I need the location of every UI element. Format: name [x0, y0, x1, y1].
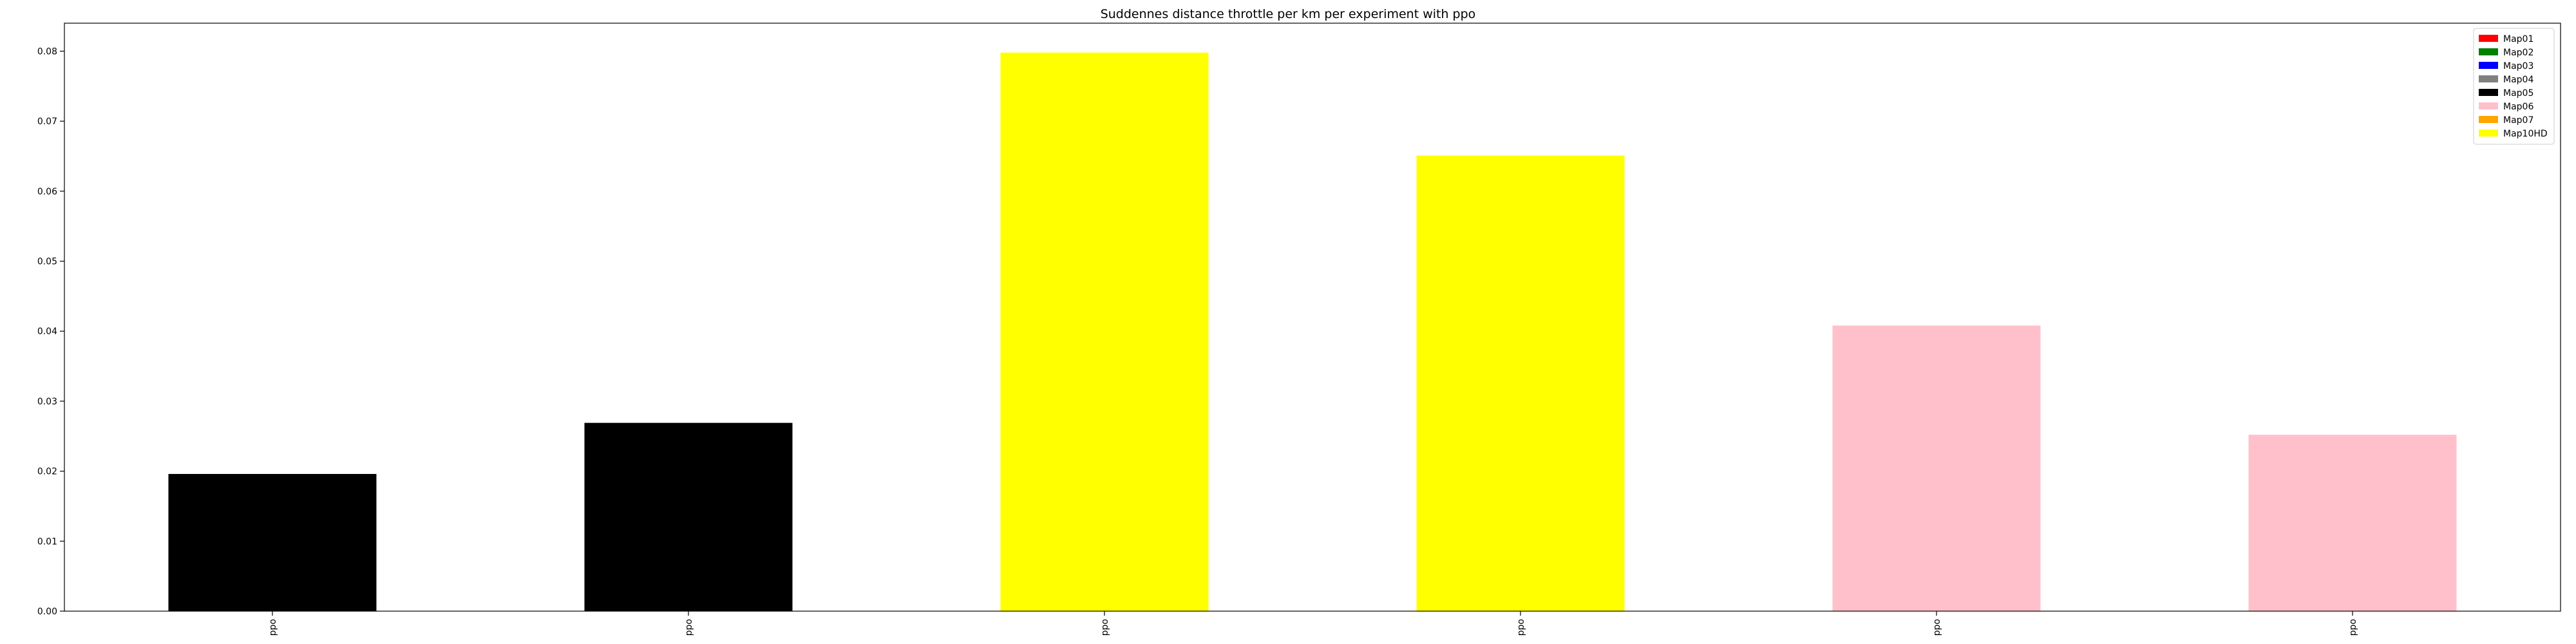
legend-label: Map06: [2503, 102, 2533, 112]
y-tick-label: 0.06: [37, 187, 57, 197]
legend-swatch: [2479, 48, 2498, 55]
plot-area: 0.00 0.01 0.02 0.03 0.04 0.05 0.06 0.07 0.08 ppo p…: [37, 23, 2561, 636]
bar-5: [1832, 325, 2041, 611]
legend-label: Map03: [2503, 61, 2533, 71]
legend-label: Map10HD: [2503, 129, 2548, 139]
chart-title: Suddennes distance throttle per km per e…: [1101, 7, 1476, 21]
legend-swatch: [2479, 102, 2498, 109]
y-tick-label: 0.05: [37, 257, 57, 267]
y-tick-label: 0.04: [37, 327, 57, 337]
x-tick-label: ppo: [2348, 619, 2358, 636]
x-tick-label: ppo: [1932, 619, 1942, 636]
axes-frame: [64, 23, 2561, 612]
legend-swatch: [2479, 35, 2498, 42]
x-tick-label: ppo: [1100, 619, 1110, 636]
legend-label: Map01: [2503, 34, 2533, 44]
y-tick-label: 0.00: [37, 607, 57, 617]
legend-label: Map02: [2503, 48, 2533, 58]
bar-3: [1000, 52, 1209, 611]
y-tick-label: 0.01: [37, 536, 57, 547]
legend-swatch: [2479, 89, 2498, 96]
x-tick-label: ppo: [1516, 619, 1526, 636]
legend-swatch: [2479, 116, 2498, 123]
x-tick-label: ppo: [268, 619, 278, 636]
legend-swatch: [2479, 129, 2498, 137]
y-tick-label: 0.03: [37, 397, 57, 407]
bar-2: [584, 422, 793, 611]
legend-label: Map07: [2503, 115, 2533, 126]
legend-swatch: [2479, 75, 2498, 82]
y-tick-label: 0.07: [37, 117, 57, 127]
y-tick-label: 0.08: [37, 46, 57, 57]
x-tick-label: ppo: [684, 619, 694, 636]
bar-4: [1416, 155, 1625, 612]
legend-label: Map05: [2503, 88, 2533, 99]
legend-box: [2473, 28, 2555, 145]
legend-swatch: [2479, 62, 2498, 69]
bar-1: [168, 473, 377, 611]
legend: Map01 Map02 Map03 Map04 Map05 Map06 Map07 Map10…: [2473, 28, 2555, 145]
y-tick-label: 0.02: [37, 467, 57, 477]
bar-6: [2248, 435, 2457, 611]
legend-label: Map04: [2503, 75, 2533, 85]
